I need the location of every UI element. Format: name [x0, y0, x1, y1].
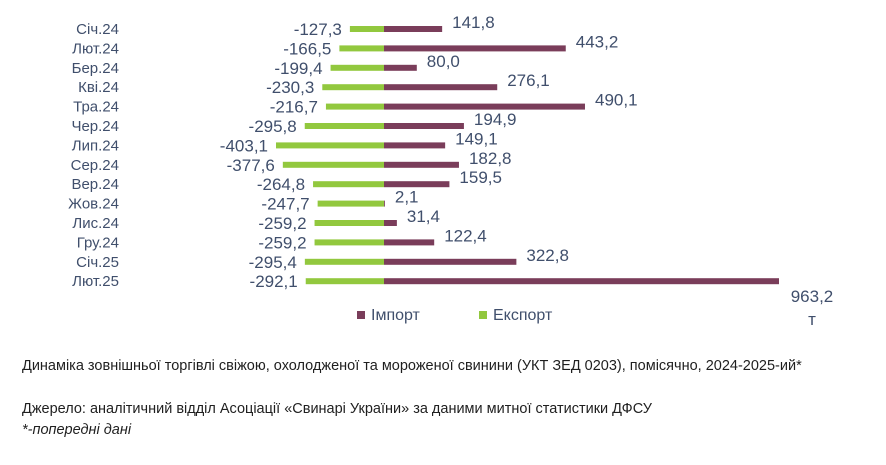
export-bar: [276, 142, 384, 149]
import-value-label: 31,4: [407, 207, 440, 226]
export-bar: [304, 123, 384, 129]
export-value-label: -264,8: [257, 175, 305, 194]
export-value-label: -166,5: [283, 39, 331, 58]
category-label: Вер.24: [71, 176, 119, 193]
export-bar: [313, 181, 384, 188]
category-label: Лис.24: [72, 215, 119, 232]
category-label: Тра.24: [73, 99, 119, 116]
export-value-label: -292,1: [250, 272, 298, 291]
import-value-label: 80,0: [427, 52, 460, 71]
export-bar: [322, 84, 384, 91]
export-bar: [304, 258, 384, 265]
trade-chart: Січ.24 -127,3 141,8 Лют.24 -166,5 443,2 Бер.24…: [68, 13, 834, 329]
import-bar: [384, 181, 450, 188]
export-value-label: -216,7: [270, 98, 318, 117]
unit-label: т: [808, 310, 816, 329]
legend-label-import: Імпорт: [371, 307, 421, 324]
import-bar: [384, 161, 459, 168]
category-label: Чер.24: [71, 118, 119, 135]
import-bar: [384, 123, 464, 129]
import-bar: [384, 64, 417, 71]
export-bar: [282, 161, 384, 168]
category-label: Жов.24: [68, 196, 119, 213]
import-bar: [384, 258, 517, 265]
export-value-label: -295,8: [249, 117, 297, 136]
export-value-label: -377,6: [227, 156, 275, 175]
export-value-label: -295,4: [249, 253, 297, 272]
export-bar: [305, 278, 384, 285]
category-label: Гру.24: [77, 234, 119, 251]
import-bar: [384, 278, 779, 285]
import-bar: [384, 103, 585, 110]
export-value-label: -230,3: [266, 78, 314, 97]
import-bar: [384, 200, 385, 207]
legend-swatch-export: [479, 311, 487, 319]
import-value-label: 182,8: [469, 149, 512, 168]
chart-source: Джерело: аналітичний відділ Асоціації «С…: [22, 401, 652, 417]
export-value-label: -259,2: [258, 233, 306, 252]
export-bar: [314, 220, 384, 226]
import-value-label: 2,1: [395, 188, 419, 207]
import-bar: [384, 220, 397, 226]
legend-swatch-import: [357, 311, 365, 319]
legend-label-export: Експорт: [493, 307, 553, 324]
export-bar: [339, 45, 384, 52]
import-bar: [384, 45, 566, 52]
category-label: Лют.24: [72, 40, 119, 57]
import-value-label: 159,5: [459, 168, 502, 187]
category-label: Січ.25: [76, 254, 119, 271]
export-bar: [330, 64, 384, 71]
export-bar: [317, 200, 384, 207]
export-bar: [325, 103, 384, 110]
export-bar: [314, 239, 384, 246]
import-value-label: 194,9: [474, 110, 517, 129]
chart-caption: Динаміка зовнішньої торгівлі свіжою, охо…: [22, 358, 802, 374]
import-bar: [384, 142, 446, 149]
chart-footnote: *-попередні дані: [22, 422, 132, 438]
export-value-label: -259,2: [258, 214, 306, 233]
export-value-label: -247,7: [261, 195, 309, 214]
import-bar: [384, 239, 435, 246]
export-bar: [349, 26, 384, 32]
import-bar: [384, 84, 498, 91]
import-bar: [384, 26, 443, 32]
import-value-label: 141,8: [452, 13, 495, 32]
import-value-label: 276,1: [507, 71, 550, 90]
category-label: Кві.24: [78, 79, 119, 96]
import-value-label: 963,2: [791, 287, 834, 306]
export-value-label: -199,4: [274, 59, 322, 78]
category-label: Сер.24: [71, 157, 119, 174]
category-label: Лют.25: [72, 273, 119, 290]
category-label: Січ.24: [76, 21, 119, 38]
category-label: Бер.24: [72, 60, 119, 77]
export-value-label: -403,1: [220, 136, 268, 155]
import-value-label: 490,1: [595, 91, 638, 110]
import-value-label: 322,8: [526, 246, 569, 265]
import-value-label: 122,4: [444, 226, 487, 245]
import-value-label: 443,2: [576, 32, 619, 51]
import-value-label: 149,1: [455, 129, 498, 148]
export-value-label: -127,3: [294, 20, 342, 39]
category-label: Лип.24: [72, 137, 119, 154]
